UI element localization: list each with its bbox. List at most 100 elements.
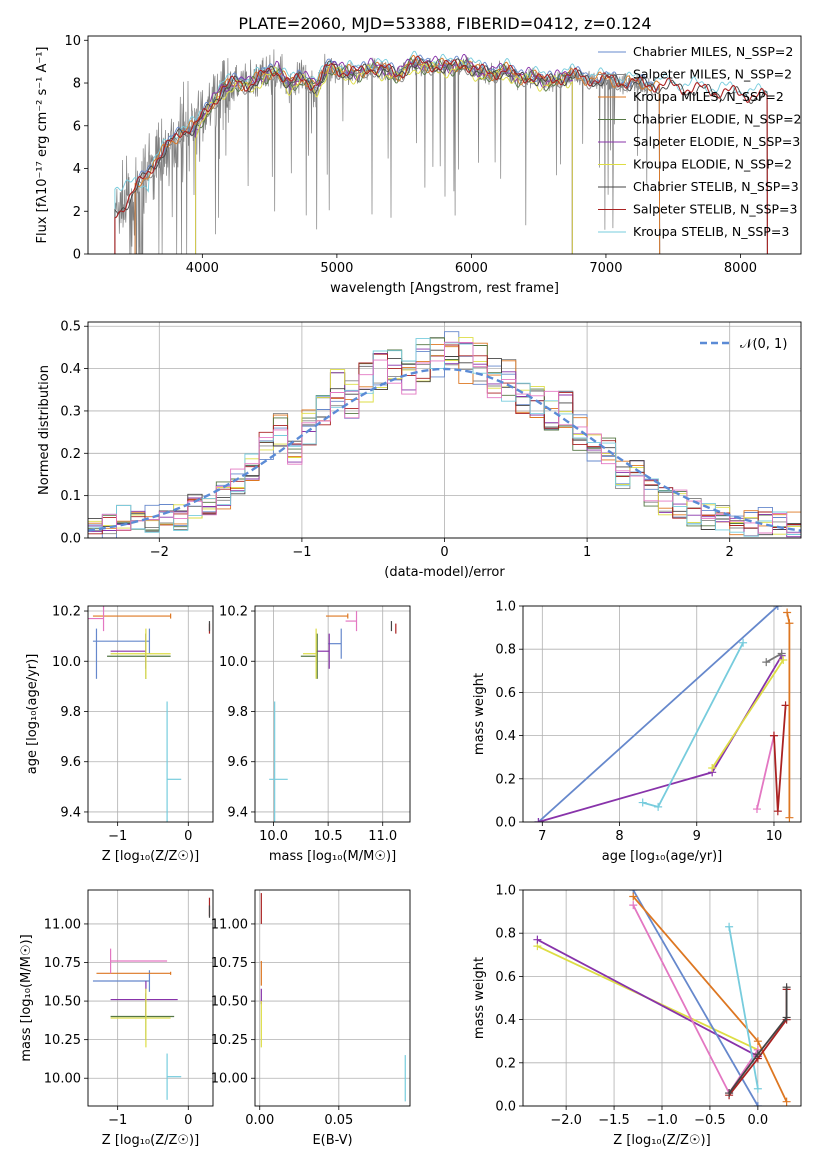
series-line bbox=[538, 655, 783, 822]
axes-7 bbox=[519, 889, 801, 1110]
y-tick-label: 0.3 bbox=[60, 404, 81, 419]
series-marker bbox=[753, 1050, 762, 1059]
data-point bbox=[109, 948, 168, 974]
y-tick-label: 0.2 bbox=[495, 1056, 516, 1071]
y-axis-label: Normed distribution bbox=[37, 365, 52, 495]
data-point bbox=[92, 628, 151, 654]
x-axis-label: E(B-V) bbox=[312, 1133, 352, 1148]
legend-label: Salpeter ELODIE, N_SSP=3 bbox=[633, 134, 800, 149]
series-marker bbox=[785, 619, 794, 628]
data-point bbox=[325, 613, 349, 619]
y-tick-label: 0.8 bbox=[495, 643, 516, 658]
axes-frame bbox=[522, 605, 802, 823]
x-axis-label: wavelength [Angstrom, rest frame] bbox=[330, 281, 559, 296]
axes-frame bbox=[87, 605, 214, 823]
series-marker bbox=[781, 701, 790, 710]
data-point bbox=[300, 633, 318, 679]
x-tick-label: 2 bbox=[726, 545, 734, 560]
y-tick-label: 10.00 bbox=[44, 1072, 81, 1087]
y-tick-label: 2 bbox=[73, 205, 81, 220]
x-tick-label: 0.05 bbox=[324, 1113, 353, 1128]
y-tick-label: 10.50 bbox=[44, 995, 81, 1010]
axes-frame bbox=[254, 605, 411, 823]
axes-frame bbox=[254, 889, 411, 1107]
data-point bbox=[88, 606, 105, 632]
data-point bbox=[92, 613, 172, 619]
series-line bbox=[632, 890, 759, 1106]
series-marker bbox=[785, 813, 794, 822]
data-point bbox=[107, 633, 171, 679]
series-marker bbox=[769, 731, 778, 740]
axes-6 bbox=[251, 890, 410, 1110]
axes-2 bbox=[84, 606, 213, 826]
series-marker bbox=[725, 1089, 734, 1098]
y-tick-label: 0.0 bbox=[60, 532, 81, 547]
y-tick-label: 9.4 bbox=[60, 805, 81, 820]
y-tick-label: 6 bbox=[73, 119, 81, 134]
y-tick-label: 0.2 bbox=[60, 447, 81, 462]
series-marker bbox=[773, 807, 782, 816]
series-marker bbox=[783, 608, 792, 617]
legend-label: Kroupa ELODIE, N_SSP=2 bbox=[633, 157, 792, 172]
x-tick-label: 8 bbox=[615, 829, 623, 844]
legend-label: Chabrier STELIB, N_SSP=3 bbox=[633, 179, 799, 194]
y-tick-label: 0.0 bbox=[495, 816, 516, 831]
series-marker bbox=[777, 649, 786, 658]
series-line bbox=[642, 642, 744, 808]
y-tick-label: 10.0 bbox=[219, 655, 248, 670]
x-tick-label: 0 bbox=[440, 545, 448, 560]
data-point bbox=[96, 971, 172, 975]
y-tick-label: 0.1 bbox=[60, 489, 81, 504]
series-line bbox=[711, 659, 784, 769]
y-tick-label: 0.6 bbox=[495, 970, 516, 985]
x-tick-label: 10.5 bbox=[314, 829, 343, 844]
series-marker bbox=[762, 658, 771, 667]
axes-frame bbox=[87, 35, 802, 255]
series-marker bbox=[782, 1097, 791, 1106]
x-tick-label: 5000 bbox=[320, 261, 353, 276]
data-point bbox=[166, 701, 182, 822]
y-tick-label: 10.25 bbox=[44, 1033, 81, 1048]
x-tick-label: −2 bbox=[150, 545, 169, 560]
x-tick-label: 6000 bbox=[455, 261, 488, 276]
x-tick-label: 0.0 bbox=[748, 1113, 769, 1128]
series-marker bbox=[708, 764, 717, 772]
x-tick-label: −1.5 bbox=[598, 1113, 630, 1128]
axes-frame bbox=[522, 889, 802, 1107]
series-marker bbox=[782, 1013, 791, 1022]
series-marker bbox=[533, 935, 542, 944]
axes-frame bbox=[87, 321, 802, 539]
axes-3 bbox=[251, 606, 410, 826]
x-tick-label: −1 bbox=[108, 829, 127, 844]
x-axis-label: Z [log₁₀(Z/Z☉)] bbox=[102, 1133, 199, 1148]
x-tick-label: −1 bbox=[108, 1113, 127, 1128]
chart-title: PLATE=2060, MJD=53388, FIBERID=0412, z=0… bbox=[238, 14, 651, 33]
x-axis-label: Z [log₁₀(Z/Z☉)] bbox=[613, 1133, 710, 1148]
y-tick-label: 10.0 bbox=[52, 655, 81, 670]
x-tick-label: 9 bbox=[693, 829, 701, 844]
data-point bbox=[269, 701, 288, 822]
x-tick-label: 8000 bbox=[724, 261, 757, 276]
x-tick-label: 10 bbox=[766, 829, 783, 844]
data-point bbox=[328, 628, 342, 659]
legend-label: 𝒩(0, 1) bbox=[740, 337, 787, 352]
y-tick-label: 9.6 bbox=[227, 755, 248, 770]
data-point bbox=[110, 993, 175, 1040]
x-tick-label: 10.0 bbox=[259, 829, 288, 844]
y-tick-label: 0 bbox=[73, 248, 81, 263]
histogram-step bbox=[88, 341, 801, 534]
x-axis-label: age [log₁₀(age/yr)] bbox=[602, 849, 723, 864]
y-tick-label: 0.2 bbox=[495, 772, 516, 787]
legend: Chabrier MILES, N_SSP=2 Salpeter MILES, N… bbox=[598, 44, 802, 239]
y-tick-label: 0.0 bbox=[495, 1100, 516, 1115]
y-tick-label: 10 bbox=[64, 34, 81, 49]
y-tick-label: 8 bbox=[73, 77, 81, 92]
y-tick-label: 0.5 bbox=[60, 320, 81, 335]
x-tick-label: 11.0 bbox=[368, 829, 397, 844]
data-point bbox=[303, 628, 317, 679]
axes-5 bbox=[84, 890, 213, 1110]
legend-label: Chabrier ELODIE, N_SSP=2 bbox=[633, 112, 802, 127]
data-point bbox=[110, 988, 171, 1048]
series-line bbox=[728, 987, 788, 1094]
series-line bbox=[536, 938, 759, 1058]
